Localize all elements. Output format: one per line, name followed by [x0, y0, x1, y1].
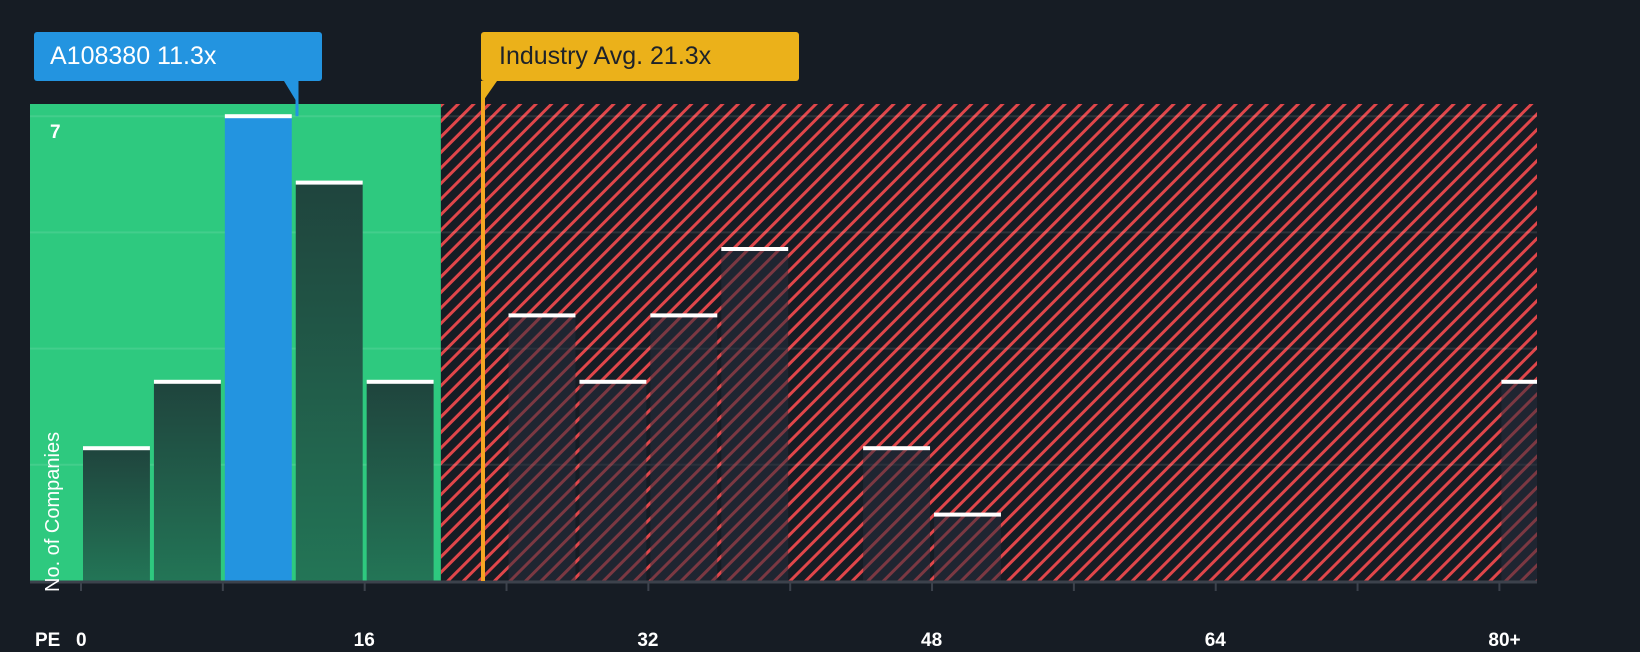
bar-cap	[508, 313, 576, 318]
histogram-bar	[295, 182, 363, 581]
bar-cap	[934, 512, 1001, 517]
y-max-tick-label: 7	[50, 122, 61, 143]
histogram-bars	[83, 114, 1537, 581]
x-tick-label: 64	[1204, 630, 1226, 651]
company-pe-label: A108380 11.3x	[50, 42, 217, 70]
histogram-bar	[863, 448, 931, 581]
bar-cap	[650, 313, 718, 318]
histogram-bar	[508, 315, 576, 581]
histogram-bar	[366, 381, 434, 581]
histogram-bar	[153, 381, 221, 581]
x-tick-label: 16	[353, 630, 375, 651]
x-axis	[30, 580, 1537, 591]
industry-avg-tooltip: Industry Avg. 21.3x	[481, 32, 799, 81]
bar-cap	[83, 446, 150, 451]
x-axis-title: PE	[35, 630, 61, 651]
bar-cap	[224, 114, 292, 119]
industry-tooltip-pointer	[481, 81, 497, 104]
bar-cap	[1501, 379, 1537, 384]
company-pe-tooltip: A108380 11.3x	[34, 32, 322, 81]
x-tick-label: 0	[76, 630, 87, 651]
company-tooltip-pointer	[284, 81, 298, 104]
highlighted-bar	[224, 116, 292, 581]
histogram-bar	[650, 315, 718, 581]
value-markers	[284, 81, 497, 581]
x-tick-label: 48	[921, 630, 943, 651]
histogram-bar	[934, 514, 1001, 581]
histogram-bar	[721, 249, 789, 581]
bar-cap	[721, 247, 789, 251]
histogram-bar	[579, 381, 647, 581]
x-tick-label: 80+	[1488, 630, 1521, 651]
x-tick-label: 32	[637, 630, 659, 651]
histogram-bar	[83, 448, 150, 581]
bar-cap	[153, 379, 221, 384]
y-axis-title: No. of Companies	[42, 431, 64, 592]
bar-cap	[579, 379, 647, 384]
bar-cap	[295, 180, 363, 185]
industry-avg-label: Industry Avg. 21.3x	[499, 42, 712, 70]
bar-cap	[863, 446, 931, 451]
bar-cap	[366, 379, 434, 384]
histogram-bar	[1501, 381, 1537, 581]
